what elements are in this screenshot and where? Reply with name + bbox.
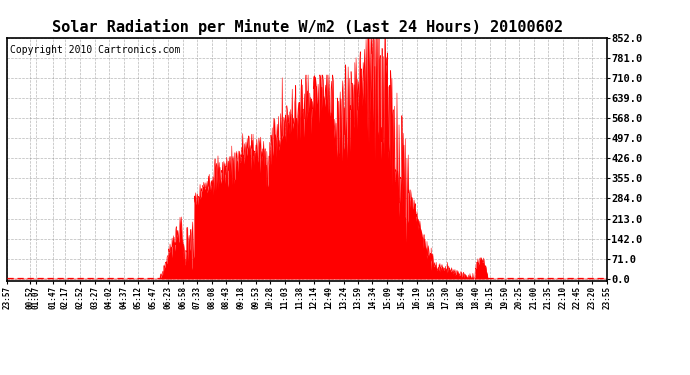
Text: Copyright 2010 Cartronics.com: Copyright 2010 Cartronics.com [10,45,180,55]
Title: Solar Radiation per Minute W/m2 (Last 24 Hours) 20100602: Solar Radiation per Minute W/m2 (Last 24… [52,19,562,35]
